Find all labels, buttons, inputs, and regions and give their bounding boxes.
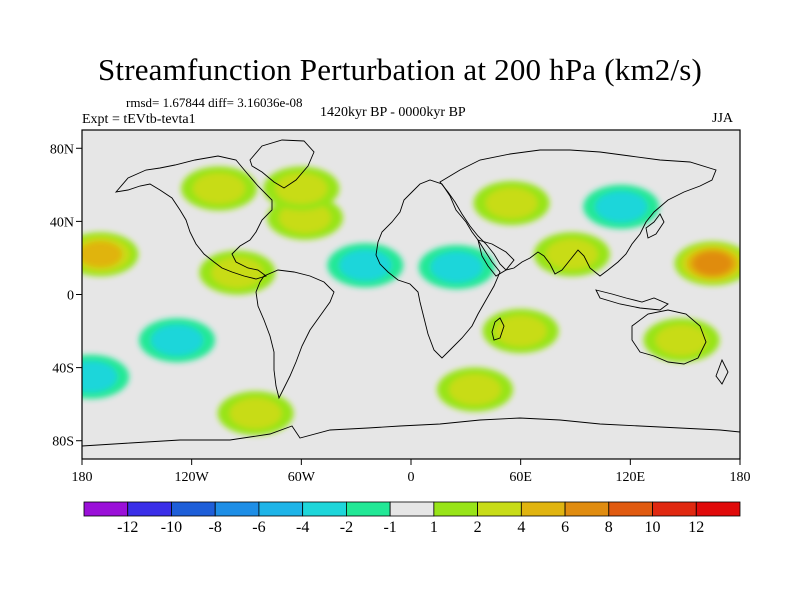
y-tick-label: 40N: [50, 215, 74, 230]
experiment-label: Expt = tEVtb-tevta1: [82, 112, 196, 127]
colorbar-swatch: [477, 501, 522, 517]
coast-asia: [439, 149, 717, 277]
colorbar-label: -4: [296, 519, 309, 536]
contour-fill: [211, 257, 264, 289]
colorbar-swatch: [389, 501, 435, 517]
colorbar-label: -8: [209, 519, 222, 536]
coast-antarctica: [82, 417, 740, 447]
contour-fill: [655, 324, 708, 356]
contour-fill: [278, 202, 331, 234]
coast-new-zealand: [715, 358, 729, 385]
colorbar-label: -2: [340, 519, 353, 536]
anomaly-center-9: [583, 184, 660, 229]
colorbar-swatch: [433, 501, 479, 517]
coast-japan: [645, 213, 665, 239]
coast-australia: [631, 309, 707, 365]
anomaly-center-16: [643, 318, 720, 363]
x-tick-label: 180: [72, 470, 93, 485]
contour-fill: [82, 240, 123, 268]
colorbar-label: -6: [252, 519, 265, 536]
anomaly-center-15: [82, 354, 130, 399]
colorbar-label: 6: [561, 519, 569, 536]
coast-north-america: [114, 155, 273, 280]
period-label: 1420kyr BP - 0000kyr BP: [320, 105, 466, 120]
colorbar-label: 8: [605, 519, 613, 536]
coastlines: [82, 139, 740, 447]
colorbar-label: 2: [474, 519, 482, 536]
anomaly-center-0: [82, 232, 139, 277]
x-tick-label: 60E: [509, 470, 532, 485]
map-axes: 180 120W 60W 0 60E 120E 180 80N 40N 0 40S 80S: [50, 142, 751, 485]
contour-fill: [545, 238, 598, 270]
colorbar-swatch: [83, 501, 129, 517]
coast-europe-africa: [375, 179, 501, 359]
contour-fill: [193, 172, 246, 204]
colorbar-swatch: [608, 501, 653, 517]
anomaly-center-10: [674, 241, 740, 286]
contour-fill: [692, 251, 733, 276]
contour-fill: [485, 187, 538, 219]
anomaly-center-1: [181, 166, 258, 211]
colorbar-swatch: [345, 501, 391, 517]
coast-indonesia: [595, 289, 669, 311]
anomaly-center-12: [482, 309, 559, 354]
colorbar-swatch: [127, 501, 172, 517]
colorbar-label: 4: [517, 519, 525, 536]
anomaly-center-4: [263, 166, 340, 211]
colorbar-label: 10: [645, 519, 661, 536]
map-background: [82, 130, 740, 459]
x-tick-label: 60W: [288, 470, 316, 485]
contour-fill: [339, 249, 392, 281]
contour-fill: [494, 315, 547, 347]
anomaly-center-7: [473, 181, 550, 226]
colorbar-label: -10: [161, 519, 182, 536]
colorbar-swatch: [171, 501, 216, 517]
coast-madagascar: [491, 317, 505, 341]
anomaly-field: [82, 166, 740, 436]
colorbar-swatch: [652, 501, 697, 517]
x-tick-label: 180: [730, 470, 751, 485]
x-tick-label: 120W: [175, 470, 210, 485]
colorbar-label: 12: [688, 519, 704, 536]
colorbar-swatch: [695, 501, 741, 517]
contour-fill: [229, 397, 282, 429]
contour-fill: [151, 324, 204, 356]
coast-greenland: [249, 139, 315, 189]
coast-arabia: [477, 239, 515, 277]
colorbar-label: 1: [430, 519, 438, 536]
anomaly-center-8: [533, 232, 610, 277]
colorbar-label: -1: [383, 519, 396, 536]
y-tick-label: 40S: [52, 362, 74, 377]
anomaly-center-13: [436, 367, 513, 412]
colorbar: -12 -10 -8 -6 -4 -2 -1 1 2 4 6 8 10 12: [83, 501, 741, 536]
contour-fill: [275, 172, 328, 204]
y-tick-label: 80N: [50, 142, 74, 157]
colorbar-label: -12: [117, 519, 138, 536]
x-tick-label: 0: [408, 470, 415, 485]
y-tick-label: 0: [67, 289, 74, 304]
anomaly-center-6: [418, 245, 495, 290]
contour-fill: [595, 191, 648, 223]
colorbar-swatch: [214, 501, 260, 517]
contour-fill: [82, 361, 118, 393]
colorbar-swatch: [258, 501, 304, 517]
anomaly-center-14: [217, 391, 294, 436]
colorbar-swatch: [564, 501, 610, 517]
x-tick-label: 120E: [616, 470, 646, 485]
y-tick-label: 80S: [52, 435, 74, 450]
anomaly-center-11: [139, 318, 216, 363]
anomaly-center-5: [327, 243, 404, 288]
anomaly-center-2: [199, 250, 276, 295]
colorbar-swatch: [520, 501, 566, 517]
season-label: JJA: [712, 111, 734, 126]
contour-fill: [448, 374, 501, 406]
chart-title: Streamfunction Perturbation at 200 hPa (…: [97, 52, 703, 87]
colorbar-swatch: [302, 501, 347, 517]
contour-fill: [430, 251, 483, 283]
coast-south-america: [255, 269, 335, 400]
rmsd-label: rmsd= 1.67844 diff= 3.16036e-08: [126, 95, 303, 110]
